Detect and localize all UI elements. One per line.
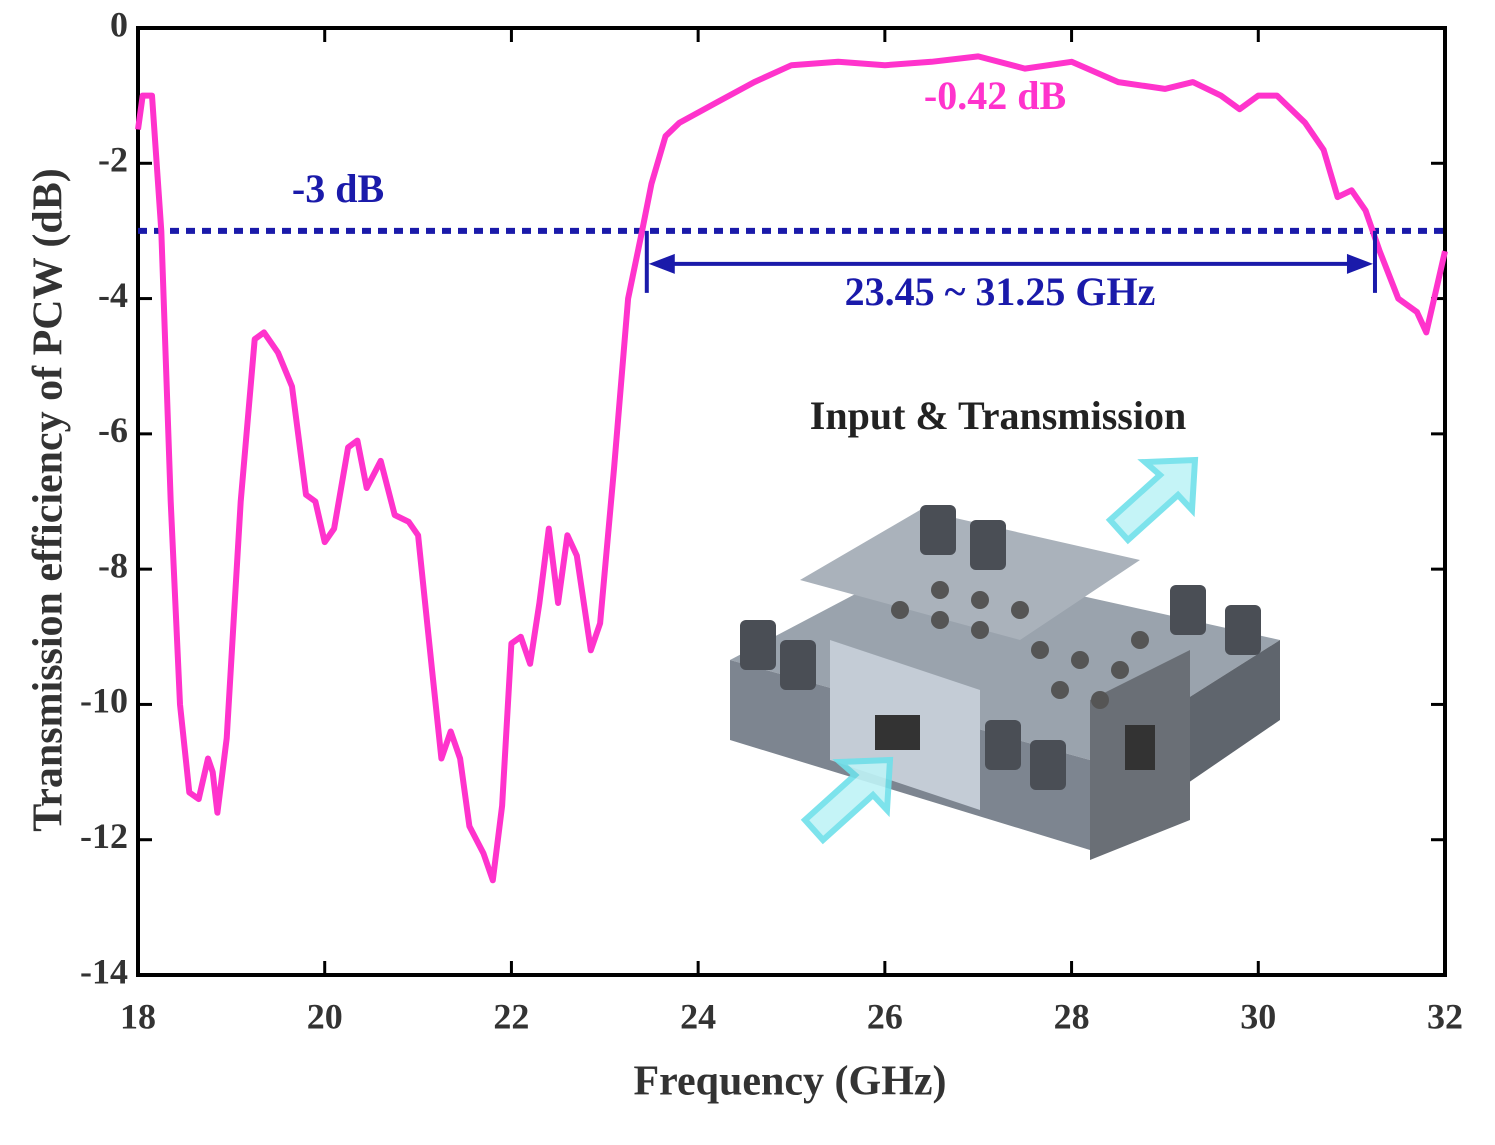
y-tick-label: -10 bbox=[80, 681, 128, 721]
annotation: Input & Transmission bbox=[810, 393, 1186, 438]
plot-area: 18 20 22 24 26 28 30 32 0 -2 -4 -6 -8 -10 -12 -14 -0.42 … bbox=[80, 4, 1463, 1036]
x-axis-title: Frequency (GHz) bbox=[634, 1059, 947, 1105]
x-tick-label: 22 bbox=[493, 996, 529, 1036]
y-tick-label: -6 bbox=[98, 410, 128, 450]
device-illustration bbox=[730, 456, 1280, 860]
x-tick-label: 20 bbox=[307, 996, 343, 1036]
y-axis-title: Transmission efficiency of PCW (dB) bbox=[26, 168, 72, 831]
arrow-head bbox=[1346, 253, 1373, 274]
data-line bbox=[135, 53, 1448, 884]
y-tick-label: -4 bbox=[98, 275, 128, 315]
x-tick-label: 28 bbox=[1054, 996, 1090, 1036]
x-tick-label: 30 bbox=[1240, 996, 1276, 1036]
y-tick-label: -2 bbox=[98, 140, 128, 180]
arrow-head bbox=[648, 253, 675, 274]
x-tick-label: 24 bbox=[680, 996, 716, 1036]
y-tick-label: -14 bbox=[80, 951, 128, 991]
annotation: 23.45 ~ 31.25 GHz bbox=[845, 269, 1156, 314]
x-tick-label: 32 bbox=[1427, 996, 1463, 1036]
x-tick-label: 26 bbox=[867, 996, 903, 1036]
y-tick-label: -8 bbox=[98, 545, 128, 585]
annotation: -3 dB bbox=[292, 166, 384, 211]
x-tick-label: 18 bbox=[120, 996, 156, 1036]
y-tick-label: 0 bbox=[110, 4, 128, 44]
annotation: -0.42 dB bbox=[924, 73, 1066, 118]
plot-frame bbox=[136, 26, 1447, 977]
y-tick-label: -12 bbox=[80, 816, 128, 856]
